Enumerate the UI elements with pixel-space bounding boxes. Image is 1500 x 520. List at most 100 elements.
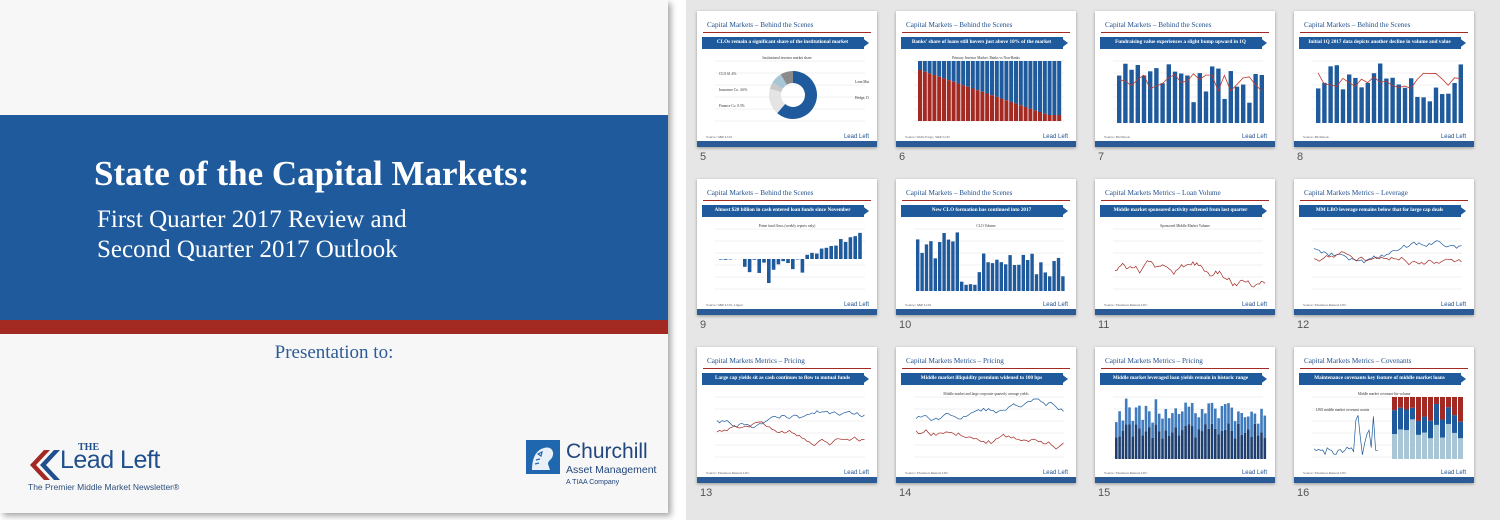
bar-bank: [1023, 106, 1028, 121]
banner-arrow-icon: [1060, 205, 1068, 217]
bar-mid: [1422, 416, 1427, 433]
bar: [762, 259, 766, 263]
bar-spread: [1167, 418, 1171, 436]
bar: [1043, 272, 1047, 291]
chart-label: CLO Volume: [976, 224, 996, 228]
bar: [1396, 84, 1401, 123]
thumbnail-footer-bar: [896, 309, 1076, 315]
thumbnail-lead-left-logo: Lead Left: [1241, 134, 1267, 140]
thumbnail-rule: [1101, 32, 1269, 33]
flows-bars: [719, 232, 862, 283]
bar-high: [1440, 397, 1445, 420]
thumbnail-lead-left-logo: Lead Left: [1241, 470, 1267, 476]
bar-spread: [1115, 422, 1118, 438]
bar-high: [1398, 397, 1403, 408]
bar: [767, 259, 771, 283]
slide-thumbnail-12[interactable]: Capital Markets Metrics – Leverage MM LBO…: [1294, 179, 1474, 315]
thumbnail-banner-text: Middle market sponsored activity softene…: [1113, 207, 1248, 213]
bar-bank: [994, 96, 999, 121]
bar-low: [1434, 424, 1439, 459]
bar-low: [1458, 438, 1463, 459]
slide-number: 16: [1297, 487, 1310, 499]
bar-mid: [1446, 407, 1451, 424]
slide-thumbnail-5[interactable]: Capital Markets – Behind the Scenes CLOs …: [697, 11, 877, 147]
slide-thumbnail-13[interactable]: Capital Markets Metrics – Pricing Large c…: [697, 347, 877, 483]
cover-blue-band: [0, 115, 668, 320]
bar-spread: [1144, 405, 1148, 432]
bar-base: [1171, 432, 1174, 459]
slide-thumbnail-8[interactable]: Capital Markets – Behind the Scenes Initi…: [1294, 11, 1474, 147]
chart-label: Loan Mutual Funds 17.7%: [855, 80, 869, 84]
chart-label: CLO 61.4%: [719, 72, 736, 76]
bar-low: [1428, 438, 1433, 459]
bar-base: [1210, 423, 1214, 459]
slide-thumbnail-15[interactable]: Capital Markets Metrics – Pricing Middle …: [1095, 347, 1275, 483]
slide-thumbnail-11[interactable]: Capital Markets Metrics – Loan Volume Mid…: [1095, 179, 1275, 315]
slide-thumbnail-7[interactable]: Capital Markets – Behind the Scenes Fundr…: [1095, 11, 1275, 147]
slide-thumbnail-14[interactable]: Capital Markets Metrics – Pricing Middle …: [896, 347, 1076, 483]
bar-spread: [1151, 422, 1154, 438]
bar-spread: [1134, 407, 1138, 425]
bar-high: [1458, 397, 1463, 422]
bar-spread: [1247, 416, 1250, 430]
bar-base: [1253, 423, 1257, 459]
bar-nonbank: [999, 61, 1004, 99]
slide-thumbnail-6[interactable]: Capital Markets – Behind the Scenes Banks…: [896, 11, 1076, 147]
bar-base: [1134, 424, 1138, 459]
bar-spread: [1256, 423, 1260, 436]
slide-sorter-panel[interactable]: Capital Markets – Behind the Scenes CLOs …: [686, 0, 1500, 520]
donut-slice: [772, 74, 787, 89]
bar: [933, 258, 937, 291]
bar: [1052, 261, 1056, 291]
bar-spread: [1184, 402, 1187, 427]
bar-spread: [1220, 405, 1224, 431]
cover-slide[interactable]: State of the Capital Markets: First Quar…: [0, 0, 668, 513]
thumbnail-header: Capital Markets – Behind the Scenes: [1105, 21, 1212, 29]
thumbnail-rule: [1300, 368, 1468, 369]
bar: [791, 259, 795, 270]
bar: [1004, 264, 1008, 291]
slide-thumbnail-16[interactable]: Capital Markets Metrics – Covenants Maint…: [1294, 347, 1474, 483]
bar: [1210, 66, 1215, 123]
bar-base: [1164, 430, 1168, 459]
bar: [1402, 87, 1408, 123]
bar-low: [1440, 437, 1445, 459]
bar: [960, 281, 964, 291]
bar-base: [1207, 428, 1210, 459]
bar-base: [1223, 429, 1227, 459]
chart-label: Middle market and large corporate quarte…: [943, 392, 1029, 396]
thumbnail-rule: [1101, 368, 1269, 369]
slide-thumbnail-9[interactable]: Capital Markets – Behind the Scenes Almos…: [697, 179, 877, 315]
chart-label: LBO middle market covenant counts: [1316, 408, 1370, 412]
thumbnail-banner-text: Maintenance covenants key feature of mid…: [1314, 375, 1445, 381]
thumbnail-lead-left-logo: Lead Left: [1440, 134, 1466, 140]
covlite-line: [1313, 415, 1378, 456]
thumbnail-chart: Middle market and large corporate quarte…: [914, 392, 1064, 458]
bar: [1316, 88, 1321, 123]
bar: [743, 259, 747, 267]
bar: [848, 237, 853, 259]
bar: [1197, 73, 1202, 123]
donut-slice: [780, 71, 793, 85]
donut-slice: [769, 82, 783, 92]
bar-base: [1260, 432, 1263, 459]
bar-bank: [942, 78, 946, 121]
bar: [1234, 86, 1240, 123]
bar-nonbank: [918, 61, 922, 70]
donut-slice: [769, 88, 786, 114]
bar: [853, 236, 857, 259]
thumbnail-header: Capital Markets – Behind the Scenes: [707, 21, 814, 29]
bar-base: [1214, 428, 1217, 459]
bar-spread: [1227, 403, 1230, 424]
thumbnail-banner-text: Middle market leveraged loan yields rema…: [1112, 375, 1249, 381]
bar-nonbank: [1028, 61, 1033, 109]
bar-low: [1446, 423, 1451, 459]
bar-base: [1233, 438, 1237, 459]
slide-thumbnail-10[interactable]: Capital Markets – Behind the Scenes New C…: [896, 179, 1076, 315]
bar-bank: [918, 70, 922, 121]
bar-low: [1416, 434, 1421, 459]
bar-spread: [1128, 407, 1131, 425]
bar-bank: [980, 91, 985, 121]
thumbnail-banner: [702, 37, 864, 49]
churchill-tagline: A TIAA Company: [566, 479, 620, 486]
